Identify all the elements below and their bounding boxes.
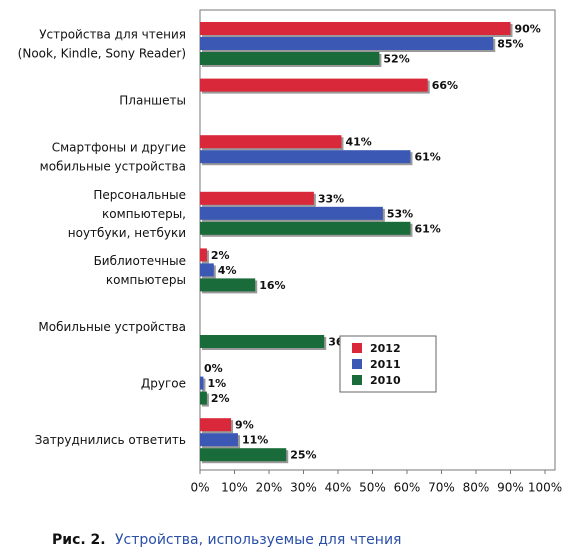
- y-tick-label: Библиотечные компьютеры: [94, 253, 186, 286]
- value-label: 25%: [290, 449, 316, 462]
- bar: [200, 37, 494, 50]
- value-label: 61%: [414, 222, 440, 235]
- bar: [200, 78, 428, 92]
- legend-swatch: [352, 375, 362, 385]
- bar: [200, 221, 411, 235]
- x-tick-label: 20%: [256, 481, 283, 495]
- legend-swatch: [352, 343, 362, 353]
- y-tick-label: Затруднились ответить: [35, 433, 186, 447]
- bar: [200, 448, 287, 462]
- bar: [200, 52, 380, 65]
- y-tick-line: Устройства для чтения: [39, 27, 186, 41]
- legend-swatch: [352, 359, 362, 369]
- value-label: 52%: [383, 53, 409, 66]
- x-tick-label: 70%: [428, 481, 455, 495]
- value-label: 9%: [235, 419, 254, 432]
- value-label: 61%: [414, 151, 440, 164]
- legend-label: 2012: [370, 342, 401, 355]
- y-tick-line: ноутбуки, нетбуки: [68, 225, 186, 239]
- value-label: 33%: [318, 192, 344, 205]
- y-tick-label: Смартфоны и другие мобильные устройства: [40, 140, 186, 173]
- y-tick-line: Затруднились ответить: [35, 433, 186, 447]
- bar: [200, 191, 314, 205]
- x-tick-label: 50%: [359, 481, 386, 495]
- x-tick-label: 0%: [190, 481, 209, 495]
- bar: [200, 22, 511, 35]
- bar: [200, 335, 325, 348]
- value-label: 66%: [432, 79, 458, 92]
- bar: [200, 278, 256, 292]
- x-tick-label: 90%: [497, 481, 524, 495]
- bar: [200, 206, 383, 220]
- bar: [200, 248, 207, 262]
- value-label: 90%: [515, 23, 541, 36]
- legend-label: 2010: [370, 374, 401, 387]
- y-tick-label: Планшеты: [119, 93, 186, 107]
- bar: [200, 135, 342, 149]
- value-label: 11%: [242, 434, 268, 447]
- value-label: 1%: [207, 377, 226, 390]
- y-tick-line: Персональные: [93, 187, 186, 201]
- bar-shadow: [202, 378, 206, 392]
- y-tick-line: компьютеры,: [102, 206, 186, 220]
- value-label: 4%: [218, 264, 237, 277]
- x-tick-label: 80%: [463, 481, 490, 495]
- value-label: 16%: [259, 279, 285, 292]
- bar: [200, 376, 204, 390]
- bar: [200, 150, 411, 164]
- y-tick-line: Планшеты: [119, 93, 186, 107]
- value-label: 41%: [345, 136, 371, 149]
- y-tick-label: Другое: [141, 376, 186, 390]
- y-tick-label: Устройства для чтения (Nook, Kindle, Sony…: [18, 27, 186, 60]
- y-tick-line: Библиотечные: [94, 253, 186, 267]
- bar: [200, 418, 232, 432]
- caption-label: Рис. 2.: [52, 532, 106, 548]
- chart-title: Устройства, используемые для чтения: [115, 532, 401, 548]
- y-tick-line: (Nook, Kindle, Sony Reader): [18, 46, 186, 60]
- value-label: 0%: [204, 362, 223, 375]
- value-label: 2%: [211, 249, 230, 262]
- x-tick-label: 60%: [394, 481, 421, 495]
- y-tick-line: Мобильные устройства: [38, 320, 186, 334]
- bar: [200, 391, 207, 405]
- bar: [200, 433, 238, 447]
- y-tick-line: мобильные устройства: [40, 159, 186, 173]
- y-tick-line: Смартфоны и другие: [52, 140, 186, 154]
- value-label: 53%: [387, 207, 413, 220]
- value-label: 2%: [211, 392, 230, 405]
- legend-label: 2011: [370, 358, 401, 371]
- bar: [200, 263, 214, 277]
- x-tick-label: 40%: [325, 481, 352, 495]
- value-label: 85%: [497, 38, 523, 51]
- y-tick-label: Персональные компьютеры, ноутбуки, нетбуки: [68, 187, 186, 239]
- plot-frame: [199, 9, 556, 471]
- x-tick-label: 10%: [221, 481, 248, 495]
- x-tick-label: 30%: [290, 481, 317, 495]
- y-tick-line: Другое: [141, 376, 186, 390]
- y-tick-label: Мобильные устройства: [38, 320, 186, 334]
- x-tick-label: 100%: [528, 481, 562, 495]
- y-tick-line: компьютеры: [106, 272, 186, 286]
